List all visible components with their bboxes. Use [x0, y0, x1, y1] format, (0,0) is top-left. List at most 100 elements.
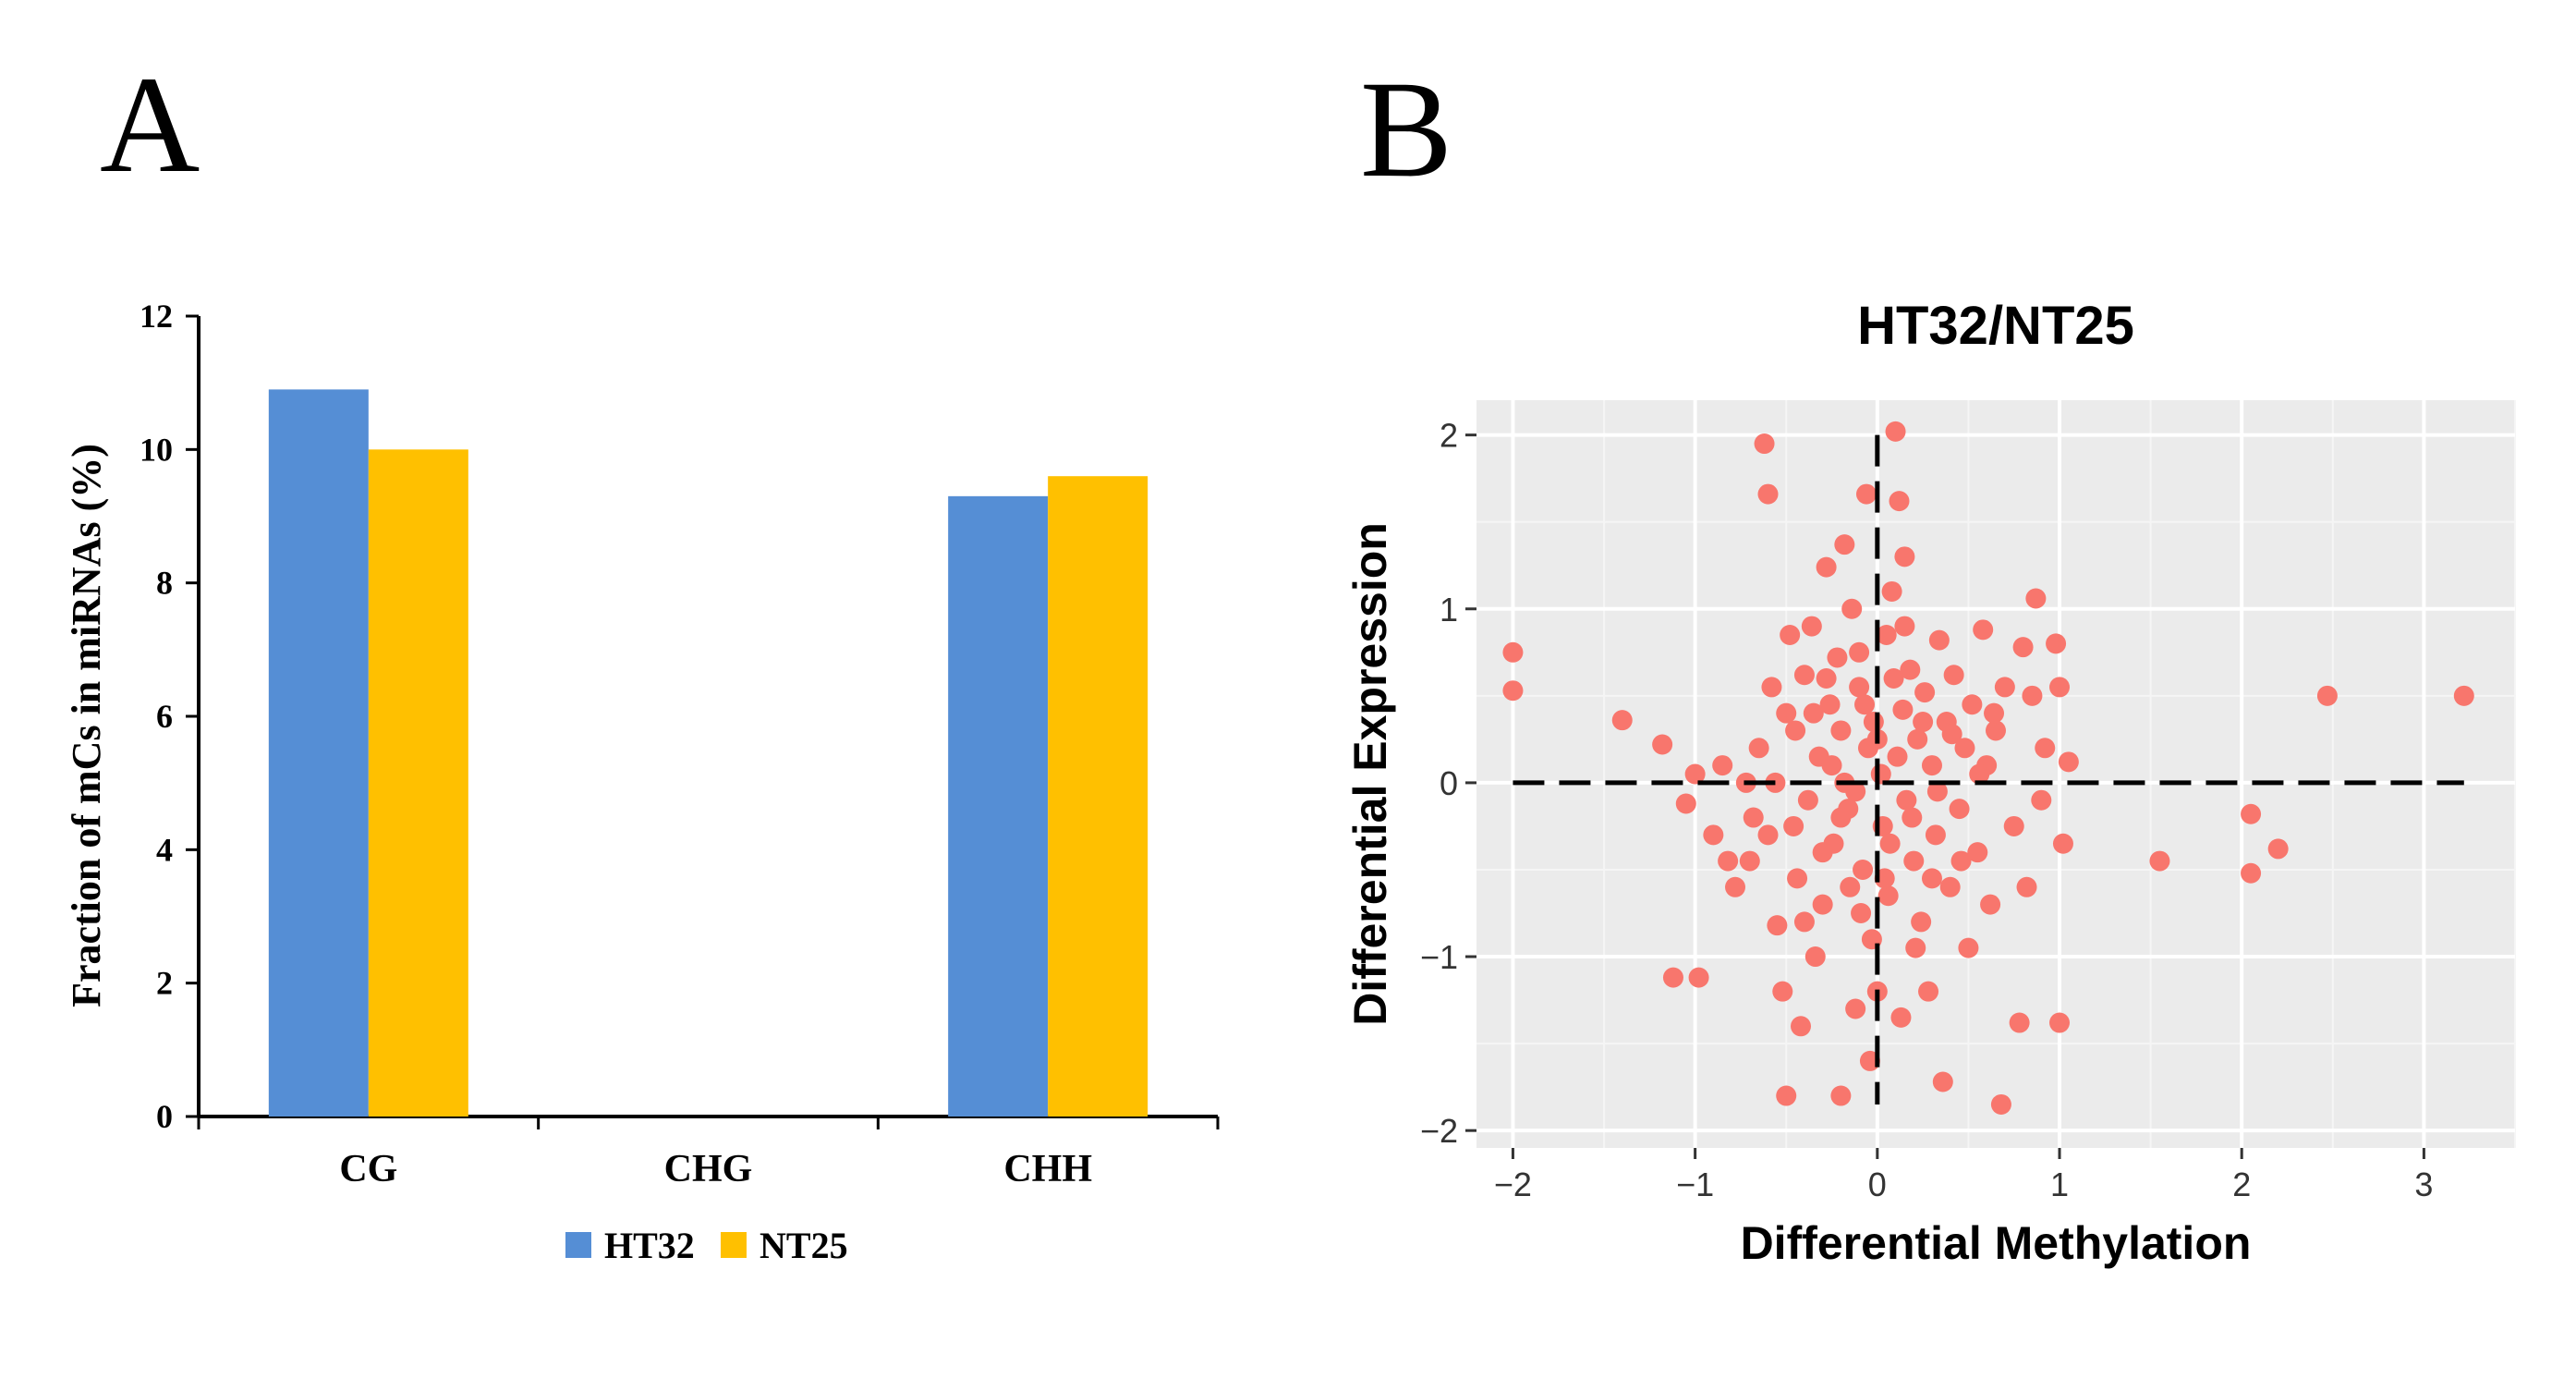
scatter-point — [1883, 668, 1904, 690]
scatter-point — [1816, 668, 1837, 690]
scatter-point — [1840, 876, 1861, 897]
y-axis-title: Differential Expression — [1344, 522, 1396, 1026]
y-axis-title: Fraction of mCs in miRNAs (%) — [64, 444, 109, 1007]
scatter-point — [1780, 624, 1801, 645]
scatter-point — [2046, 633, 2067, 654]
scatter-point — [1903, 850, 1925, 872]
scatter-point — [1712, 755, 1733, 776]
scatter-point — [1812, 842, 1833, 863]
scatter-point — [1849, 677, 1870, 698]
scatter-point — [2012, 637, 2034, 658]
scatter-point — [1819, 694, 1841, 715]
y-tick-label: 10 — [140, 431, 173, 468]
legend-swatch-nt25 — [721, 1232, 747, 1258]
scatter-point — [1675, 793, 1696, 814]
scatter-point — [1662, 967, 1683, 988]
scatter-point — [1950, 850, 1972, 872]
scatter-point — [2003, 815, 2024, 836]
bar-chart: 0 2 4 6 8 10 12 CG CHG CHH Fraction of mCs in miRN… — [64, 298, 1220, 1266]
scatter-point — [1914, 682, 1936, 703]
y-tick-label: 1 — [1440, 591, 1458, 628]
x-tick-label: 2 — [2232, 1165, 2251, 1203]
scatter-point — [1718, 850, 1739, 872]
scatter-point — [1896, 789, 1917, 811]
scatter-point — [1881, 580, 1902, 602]
scatter-point — [1876, 624, 1897, 645]
scatter-point — [1801, 616, 1822, 637]
scatter-point — [2241, 803, 2262, 824]
scatter-point — [1803, 702, 1824, 724]
x-tick-label: −1 — [1676, 1165, 1714, 1203]
scatter-point — [1973, 619, 1994, 641]
x-tick-label: 3 — [2414, 1165, 2433, 1203]
scatter-point — [1827, 647, 1848, 668]
scatter-point — [1932, 1071, 1953, 1092]
y-tick-label: 2 — [1440, 417, 1458, 455]
scatter-point — [1921, 755, 1942, 776]
scatter-point — [1853, 859, 1874, 880]
scatter-point — [1854, 694, 1876, 715]
legend-label: NT25 — [759, 1225, 848, 1266]
scatter-point — [1949, 799, 1970, 820]
scatter-point — [1889, 491, 1910, 512]
scatter-point — [1962, 694, 1983, 715]
scatter-point — [1885, 421, 1906, 442]
panel-b: B −2 −1 0 1 2 3 −2 −1 0 1 2 HT32/NT25 Differential M… — [1344, 53, 2516, 1269]
panel-a: A 0 2 4 6 8 10 12 CG CHG CHH Fraction of mCs in mi… — [64, 48, 1220, 1266]
scatter-point — [1841, 598, 1863, 619]
scatter-point — [1863, 712, 1884, 733]
scatter-point — [1703, 824, 1724, 846]
scatter-point — [1845, 998, 1866, 1019]
scatter-point — [1757, 824, 1779, 846]
scatter-point — [1994, 677, 2015, 698]
scatter-point — [2025, 588, 2047, 609]
scatter-point — [1905, 937, 1926, 958]
bar-nt25-chh — [1048, 476, 1148, 1117]
scatter-point — [1725, 876, 1746, 897]
scatter-point — [1821, 755, 1842, 776]
y-tick-label: 0 — [1440, 764, 1458, 802]
scatter-point — [1793, 665, 1815, 686]
scatter-point — [1925, 824, 1946, 846]
scatter-point — [1743, 807, 1764, 828]
scatter-point — [1830, 807, 1852, 828]
scatter-point — [1921, 868, 1942, 889]
scatter-point — [1900, 659, 1921, 680]
y-tick-label: 12 — [140, 298, 173, 335]
scatter-points — [1502, 421, 2474, 1115]
scatter-point — [1967, 842, 1988, 863]
scatter-point — [1787, 868, 1808, 889]
scatter-point — [1980, 894, 2001, 915]
scatter-point — [1652, 734, 1673, 755]
scatter-point — [1913, 712, 1934, 733]
scatter-point — [1986, 720, 2006, 741]
scatter-point — [1926, 781, 1948, 802]
y-tick-label: −1 — [1420, 938, 1458, 976]
scatter-point — [2453, 685, 2474, 706]
scatter-point — [1877, 885, 1899, 907]
scatter-point — [1785, 720, 1806, 741]
scatter-point — [1907, 728, 1928, 750]
scatter-point — [1958, 937, 1979, 958]
scatter-point — [1739, 850, 1760, 872]
scatter-point — [1791, 1016, 1812, 1037]
bar-nt25-cg — [368, 449, 468, 1117]
scatter-point — [1830, 1085, 1852, 1106]
scatter-point — [2022, 685, 2043, 706]
scatter-point — [1754, 433, 1775, 455]
scatter-point — [1816, 556, 1837, 578]
scatter-point — [2049, 1012, 2071, 1033]
scatter-point — [1804, 946, 1826, 968]
scatter-point — [1969, 763, 1990, 785]
y-tick-label: 6 — [156, 698, 173, 735]
panel-b-label: B — [1360, 53, 1452, 206]
scatter-point — [2316, 685, 2338, 706]
scatter-point — [1990, 1093, 2011, 1115]
scatter-point — [1761, 677, 1782, 698]
scatter-point — [1834, 534, 1855, 555]
scatter-point — [1684, 763, 1706, 785]
scatter-point — [2241, 862, 2262, 884]
bar-ht32-chh — [948, 495, 1049, 1117]
scatter-point — [1757, 483, 1779, 505]
x-tick-label: CG — [339, 1148, 397, 1190]
